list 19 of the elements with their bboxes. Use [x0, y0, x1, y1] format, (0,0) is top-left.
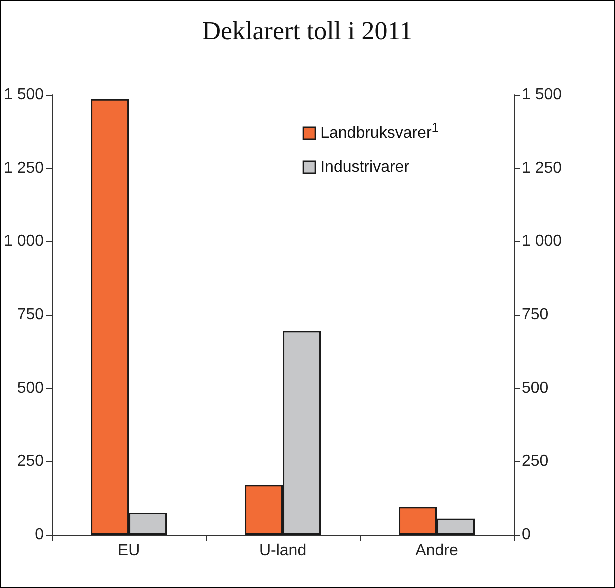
y2-tick-label: 1 250: [522, 160, 562, 177]
legend-label: Industrivarer: [320, 159, 410, 176]
y-tick-label: 1 000: [4, 233, 44, 250]
y2-tick-label: 750: [522, 306, 549, 324]
chart-title: Deklarert toll i 2011: [202, 16, 413, 46]
y2-tick-label: 1 500: [522, 86, 562, 104]
x-tick-label: EU: [118, 542, 140, 560]
y2-tick-label: 250: [522, 453, 549, 470]
y-tick-label: 250: [17, 453, 44, 470]
y-tick-label: 500: [17, 380, 44, 397]
y-tick-label: 1 250: [4, 160, 44, 177]
y-tick-label: 0: [35, 526, 44, 544]
y-tick-label: 1 500: [4, 86, 44, 104]
y-tick-label: 750: [17, 306, 44, 324]
x-tick-label: Andre: [416, 542, 458, 560]
y2-tick-label: 500: [522, 380, 549, 397]
y2-tick-label: 1 000: [522, 233, 562, 250]
y2-tick-label: 0: [522, 526, 531, 544]
x-tick-label: U-land: [259, 542, 307, 560]
